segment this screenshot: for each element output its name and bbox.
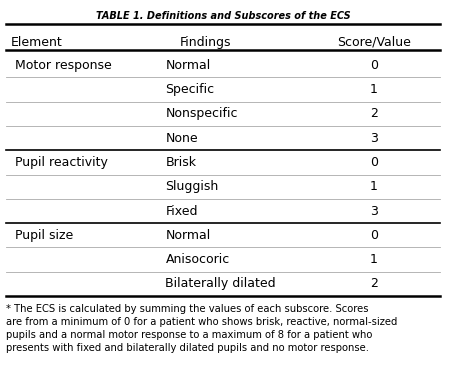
Text: 1: 1 <box>370 180 378 193</box>
Text: 1: 1 <box>370 83 378 96</box>
Text: Fixed: Fixed <box>165 205 198 218</box>
Text: 0: 0 <box>370 59 378 72</box>
Text: Sluggish: Sluggish <box>165 180 219 193</box>
Text: Specific: Specific <box>165 83 215 96</box>
Text: 0: 0 <box>370 229 378 242</box>
Text: Anisocoric: Anisocoric <box>165 253 230 266</box>
Text: Score/Value: Score/Value <box>337 36 411 49</box>
Text: 3: 3 <box>370 205 378 218</box>
Text: 1: 1 <box>370 253 378 266</box>
Text: Normal: Normal <box>165 229 211 242</box>
Text: 0: 0 <box>370 156 378 169</box>
Text: Motor response: Motor response <box>15 59 111 72</box>
Text: Nonspecific: Nonspecific <box>165 107 238 120</box>
Text: Element: Element <box>11 36 63 49</box>
Text: Pupil size: Pupil size <box>15 229 73 242</box>
Text: Normal: Normal <box>165 59 211 72</box>
Text: TABLE 1. Definitions and Subscores of the ECS: TABLE 1. Definitions and Subscores of th… <box>96 11 350 21</box>
Text: Bilaterally dilated: Bilaterally dilated <box>165 277 276 290</box>
Text: Pupil reactivity: Pupil reactivity <box>15 156 108 169</box>
Text: Brisk: Brisk <box>165 156 197 169</box>
Text: Findings: Findings <box>180 36 231 49</box>
Text: 3: 3 <box>370 132 378 145</box>
Text: None: None <box>165 132 198 145</box>
Text: * The ECS is calculated by summing the values of each subscore. Scores
are from : * The ECS is calculated by summing the v… <box>6 304 397 353</box>
Text: 2: 2 <box>370 277 378 290</box>
Text: 2: 2 <box>370 107 378 120</box>
